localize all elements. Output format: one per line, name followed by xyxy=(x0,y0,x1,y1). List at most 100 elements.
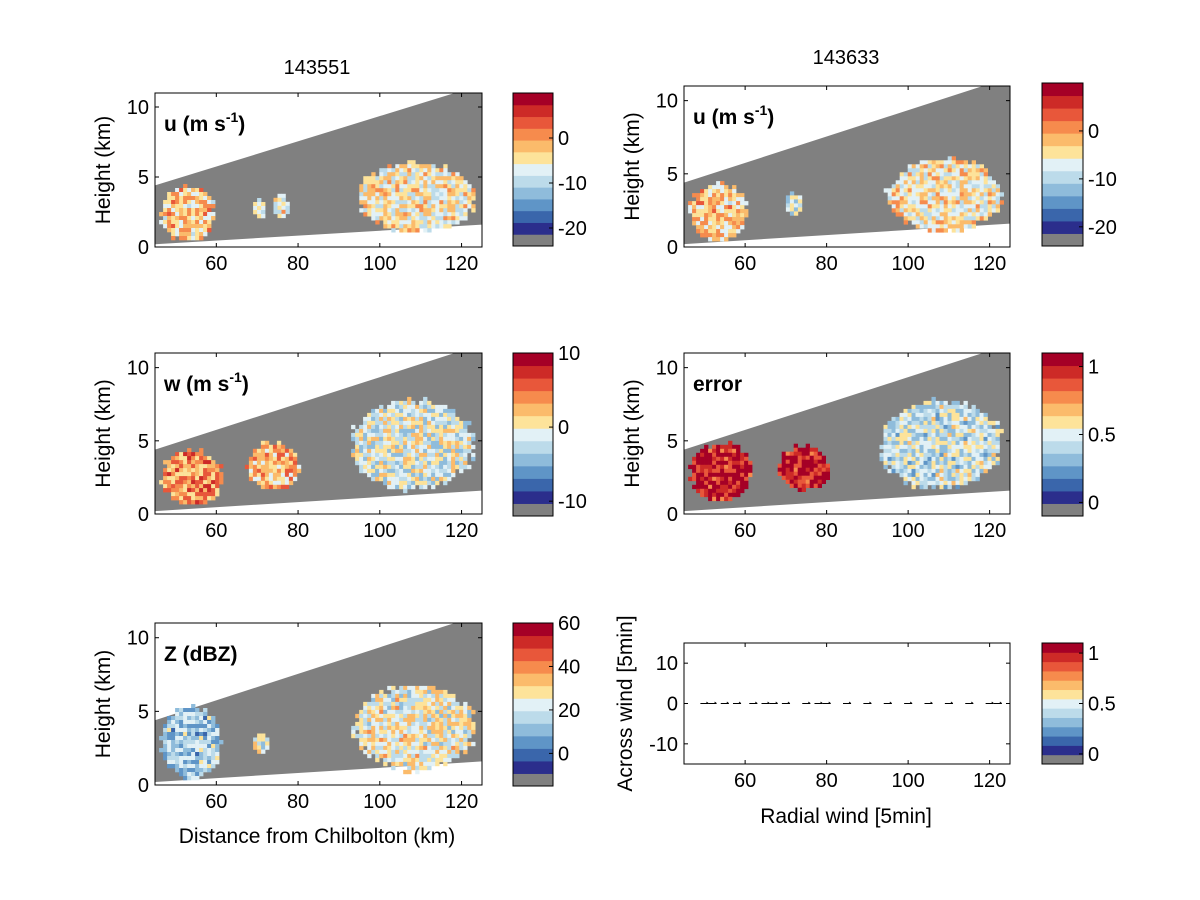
echo-cell xyxy=(187,732,192,737)
echo-cell xyxy=(199,740,204,745)
echo-cell xyxy=(256,448,262,454)
echo-cell xyxy=(455,196,460,201)
echo-cell xyxy=(288,452,294,458)
echo-cell xyxy=(459,420,464,426)
echo-cell xyxy=(931,420,936,426)
echo-cell xyxy=(403,689,408,695)
echo-cell xyxy=(439,168,444,173)
echo-cell xyxy=(171,224,176,229)
echo-cell xyxy=(817,471,822,476)
echo-cell xyxy=(720,452,725,458)
echo-cell xyxy=(995,428,1000,434)
echo-cell xyxy=(459,444,464,450)
echo-cell xyxy=(195,220,200,225)
echo-cell xyxy=(175,748,180,753)
echo-cell xyxy=(163,460,168,465)
echo-cell xyxy=(463,180,468,185)
echo-cell xyxy=(991,460,996,466)
echo-cell xyxy=(395,745,400,751)
echo-cell xyxy=(359,432,364,438)
echo-cell xyxy=(931,412,936,418)
echo-cell xyxy=(191,748,196,753)
echo-cell xyxy=(395,757,400,763)
echo-cell xyxy=(963,436,968,442)
echo-cell xyxy=(431,216,436,221)
echo-cell xyxy=(171,212,176,217)
echo-cell xyxy=(207,736,212,741)
echo-cell xyxy=(443,701,448,707)
echo-cell xyxy=(895,192,900,197)
echo-cell xyxy=(207,716,212,721)
echo-cell xyxy=(951,220,956,225)
echo-cell xyxy=(195,468,200,473)
echo-cell xyxy=(797,471,802,476)
colorbar-w-143551: 100-10 xyxy=(512,343,587,517)
echo-cell xyxy=(379,737,384,743)
echo-cell xyxy=(463,200,468,205)
echo-cell xyxy=(387,701,392,707)
colorbar-band xyxy=(1042,183,1083,197)
echo-cell xyxy=(943,224,948,229)
echo-cell xyxy=(919,224,924,229)
echo-cell xyxy=(387,188,392,193)
echo-cell xyxy=(443,729,448,735)
echo-cell xyxy=(183,184,188,189)
echo-cell xyxy=(203,204,208,209)
echo-cell xyxy=(431,464,436,470)
echo-cell xyxy=(963,204,968,209)
echo-cell xyxy=(939,212,944,217)
echo-cell xyxy=(407,725,412,731)
echo-cell xyxy=(407,456,412,462)
x-tick-label: 80 xyxy=(816,770,838,792)
echo-cell xyxy=(728,217,733,222)
echo-cell xyxy=(443,757,448,763)
echo-cell xyxy=(915,188,920,193)
echo-cell xyxy=(447,212,452,217)
echo-cell xyxy=(387,464,392,470)
colorbar-band xyxy=(513,128,553,141)
echo-cell xyxy=(728,209,733,214)
echo-cell xyxy=(459,208,464,213)
echo-cell xyxy=(260,448,266,454)
echo-cell xyxy=(175,464,180,469)
echo-cell xyxy=(199,720,204,725)
echo-cell xyxy=(399,689,404,695)
echo-cell xyxy=(411,424,416,430)
echo-cell xyxy=(191,196,196,201)
echo-cell xyxy=(399,192,404,197)
echo-cell xyxy=(411,176,416,181)
echo-cell xyxy=(431,713,436,719)
echo-cell xyxy=(207,768,212,773)
echo-cell xyxy=(983,468,988,474)
echo-cell xyxy=(959,440,964,446)
echo-cell xyxy=(403,216,408,221)
echo-cell xyxy=(967,192,972,197)
echo-cell xyxy=(175,220,180,225)
echo-cell xyxy=(264,472,270,478)
echo-cell xyxy=(797,475,802,480)
echo-cell xyxy=(367,464,372,470)
echo-cell xyxy=(447,452,452,458)
echo-cell xyxy=(171,724,176,729)
echo-cell xyxy=(351,452,356,458)
echo-cell xyxy=(391,196,396,201)
echo-cell xyxy=(163,756,168,761)
echo-cell xyxy=(359,733,364,739)
echo-cell xyxy=(407,468,412,474)
echo-cell xyxy=(785,463,790,468)
echo-cell xyxy=(447,745,452,751)
echo-cell xyxy=(387,725,392,731)
echo-cell xyxy=(907,448,912,454)
echo-cell xyxy=(935,228,940,233)
echo-cell xyxy=(975,164,980,169)
echo-cell xyxy=(467,713,472,719)
echo-cell xyxy=(419,729,424,735)
echo-cell xyxy=(891,456,896,462)
echo-cell xyxy=(219,476,224,481)
echo-cell xyxy=(387,180,392,185)
echo-cell xyxy=(455,717,460,723)
echo-cell xyxy=(399,745,404,751)
echo-cell xyxy=(455,741,460,747)
echo-cell xyxy=(431,440,436,446)
echo-cell xyxy=(967,472,972,478)
